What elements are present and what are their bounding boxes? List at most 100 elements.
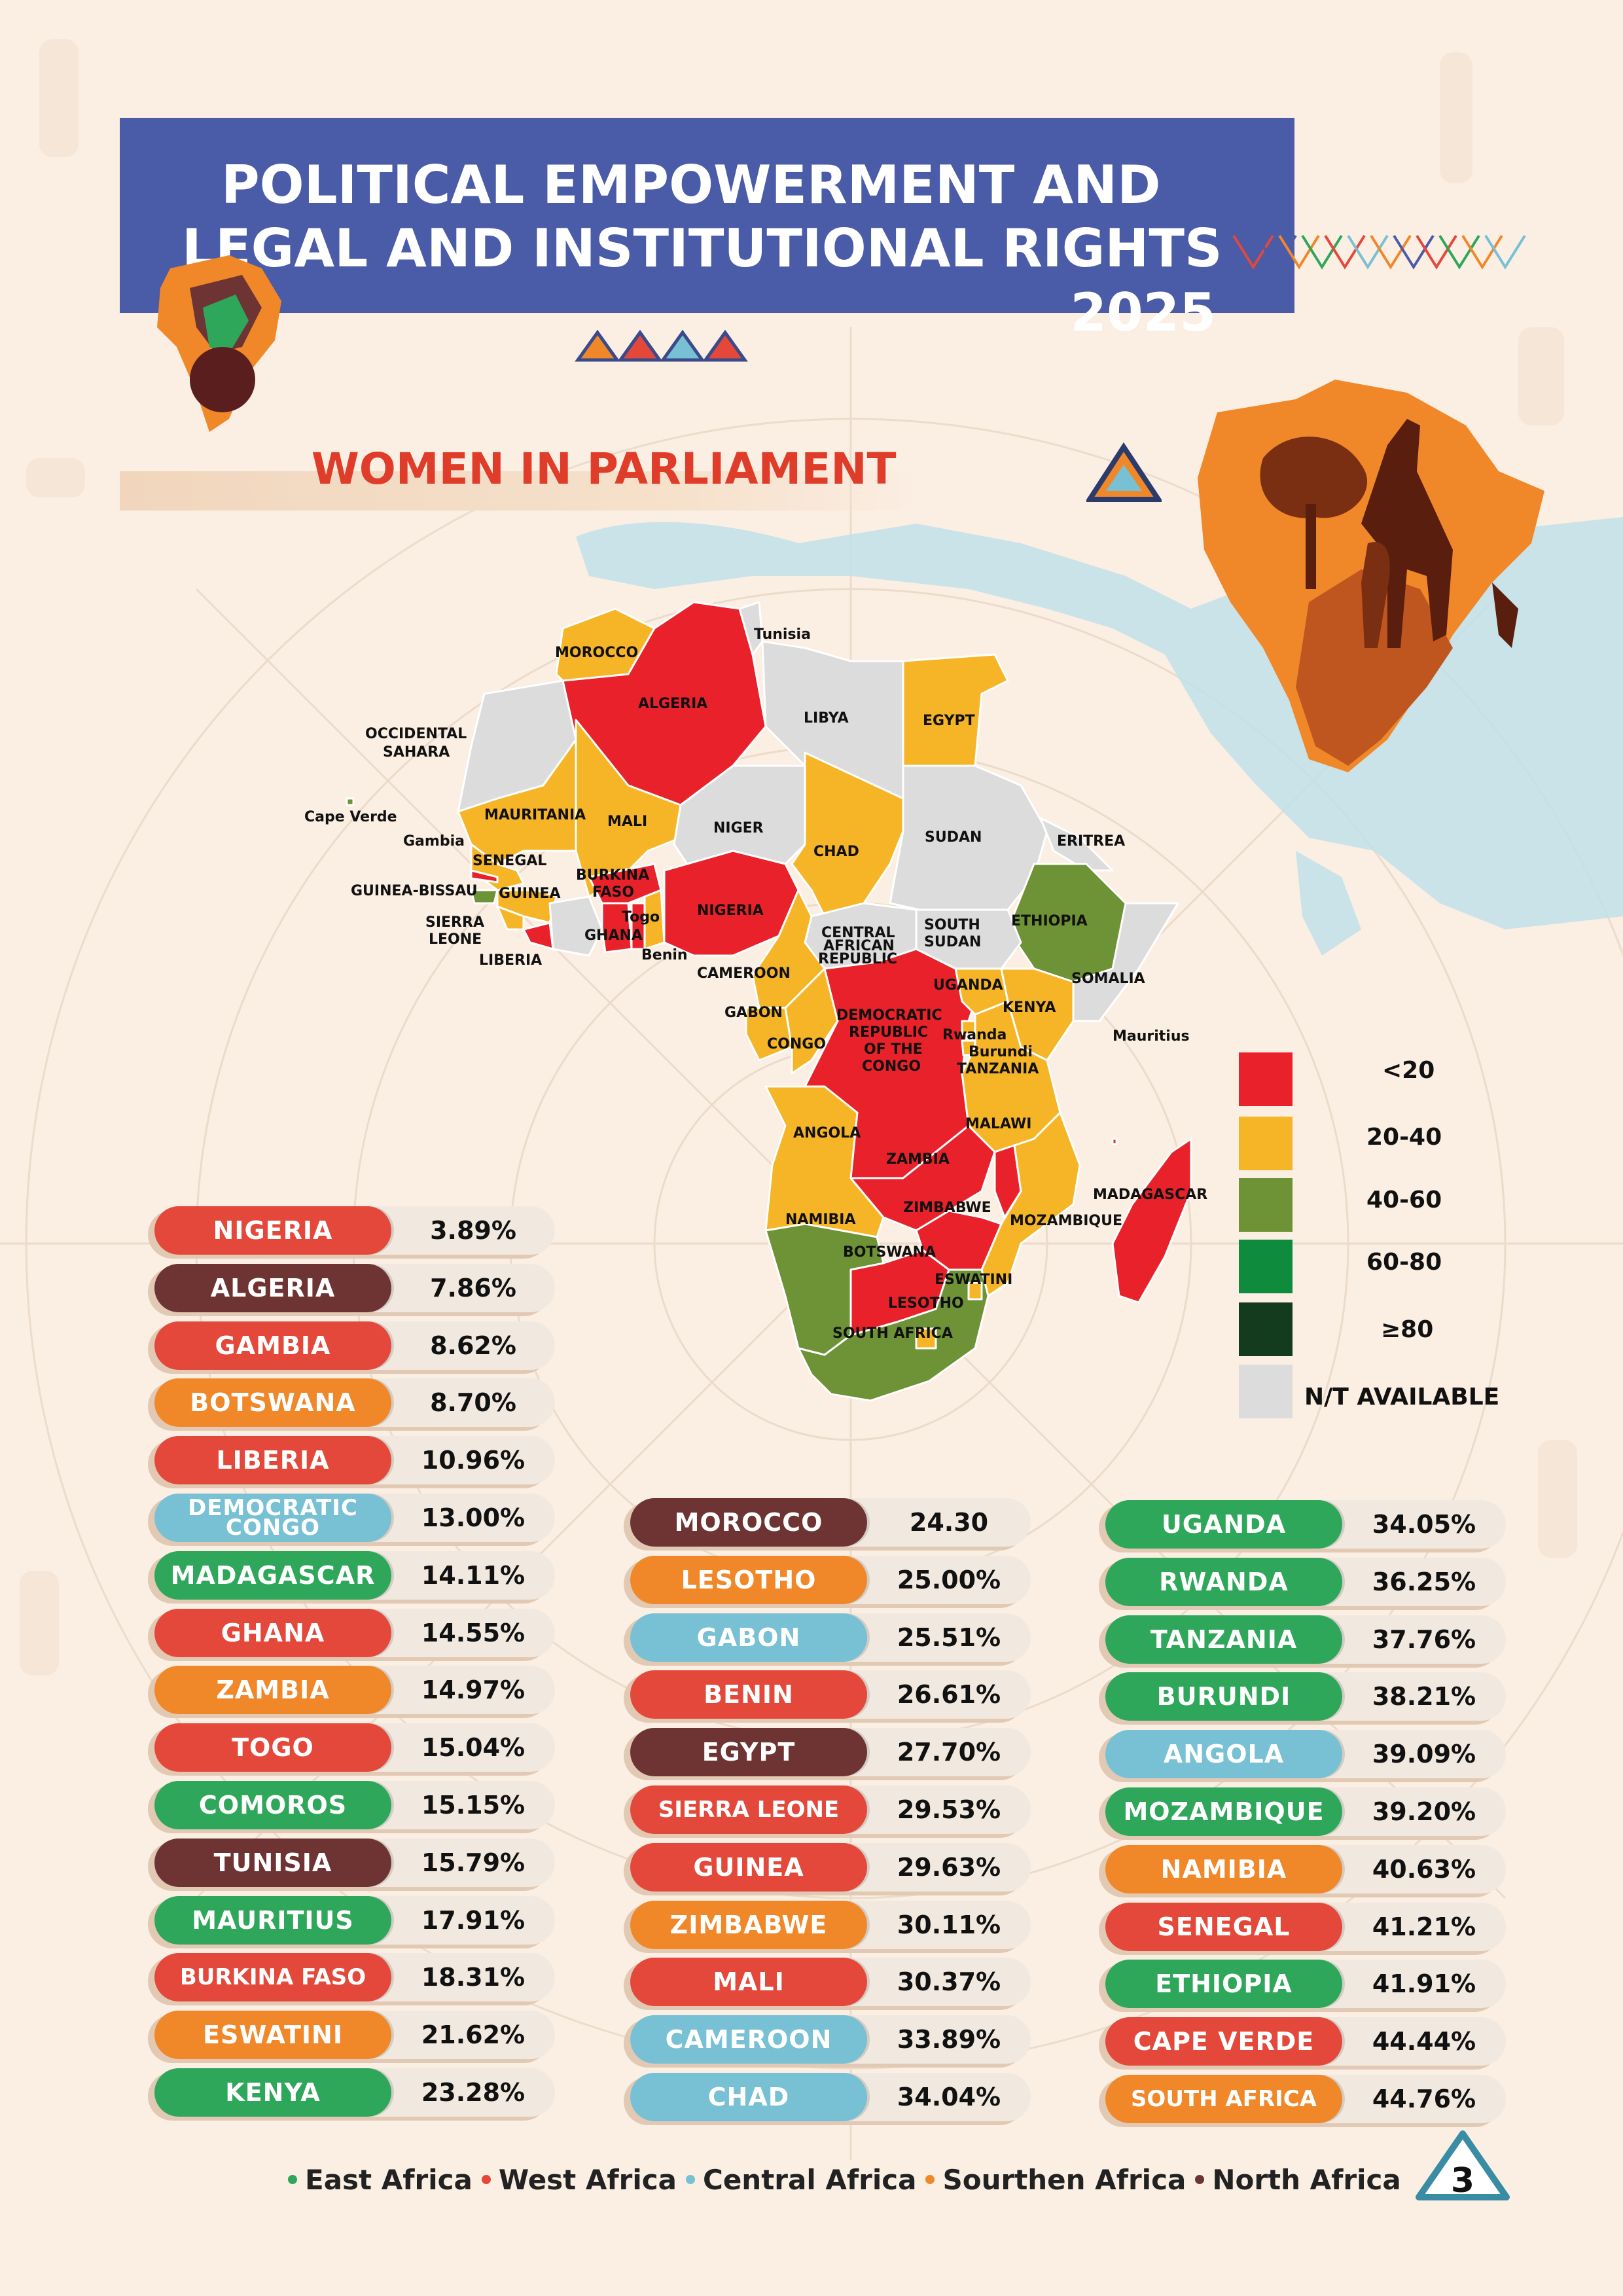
country-percentage: 40.63% — [1372, 1855, 1476, 1884]
country-percentage: 21.62% — [421, 2020, 526, 2049]
region-ghana — [601, 902, 633, 954]
triangle-ornaments — [575, 329, 748, 362]
ranking-row: TANZANIA 37.76% — [1099, 1615, 1506, 1668]
country-name: ALGERIA — [154, 1264, 391, 1312]
label-drc-congo: CONGO — [862, 1058, 921, 1075]
region-liberia — [522, 922, 554, 950]
label-uganda: UGANDA — [933, 977, 1003, 994]
region-somalia — [1072, 902, 1179, 1022]
ranking-row: EGYPT 27.70% — [624, 1728, 1031, 1780]
label-zimbabwe: ZIMBABWE — [903, 1200, 991, 1216]
country-percentage: 34.05% — [1372, 1510, 1476, 1539]
label-rwanda: Rwanda — [942, 1027, 1007, 1043]
country-name: UGANDA — [1105, 1500, 1342, 1549]
country-name: MOZAMBIQUE — [1105, 1787, 1342, 1836]
ranking-row: MAURITIUS 17.91% — [148, 1896, 555, 1948]
country-name: CAPE VERDE — [1105, 2017, 1342, 2066]
page-number: 3 — [1451, 2161, 1474, 2200]
legend-label-lt20: <20 — [1382, 1057, 1435, 1084]
label-chad: CHAD — [813, 844, 859, 860]
country-percentage: 37.76% — [1372, 1625, 1476, 1654]
label-algeria: ALGERIA — [638, 696, 707, 712]
legend-swatch-ge80 — [1239, 1302, 1293, 1356]
country-percentage: 27.70% — [897, 1738, 1001, 1767]
ranking-row: ESWATINI 21.62% — [148, 2011, 555, 2063]
country-percentage: 14.55% — [421, 1619, 526, 1647]
ranking-row: DEMOCRATIC CONGO 13.00% — [148, 1494, 555, 1546]
west-dot-icon — [481, 2175, 491, 2184]
ranking-row: NIGERIA 3.89% — [148, 1206, 555, 1259]
label-namibia: NAMIBIA — [785, 1211, 856, 1228]
country-name: GUINEA — [630, 1843, 867, 1892]
country-name: GAMBIA — [154, 1321, 391, 1370]
label-sudan: SUDAN — [925, 829, 982, 846]
ranking-row: KENYA 23.28% — [148, 2068, 555, 2121]
country-percentage: 34.04% — [897, 2083, 1001, 2111]
region-legend-east: East Africa — [288, 2164, 473, 2196]
country-percentage: 15.15% — [421, 1791, 526, 1820]
country-percentage: 17.91% — [421, 1906, 526, 1935]
country-name: MALI — [630, 1958, 867, 2006]
label-mauritius: Mauritius — [1113, 1028, 1190, 1045]
country-percentage: 18.31% — [421, 1963, 526, 1992]
label-tunisia: Tunisia — [754, 626, 811, 643]
ranking-row: ALGERIA 7.86% — [148, 1264, 555, 1316]
country-name: DEMOCRATIC CONGO — [154, 1494, 391, 1542]
region-label-east: East Africa — [305, 2163, 473, 2196]
country-name: BURUNDI — [1105, 1672, 1342, 1721]
legend-swatch-na — [1239, 1365, 1293, 1418]
ranking-row: MADAGASCAR 14.11% — [148, 1551, 555, 1604]
country-percentage: 33.89% — [897, 2025, 1001, 2054]
country-name: MADAGASCAR — [154, 1551, 391, 1600]
region-legend: East Africa West Africa Central Africa S… — [288, 2160, 1410, 2199]
label-nigeria: NIGERIA — [697, 903, 764, 919]
label-cape-verde: Cape Verde — [304, 809, 397, 825]
legend-label-ge80: ≥80 — [1381, 1316, 1434, 1343]
label-sudan2: SUDAN — [924, 934, 981, 950]
country-name: BENIN — [630, 1670, 867, 1719]
region-label-southern: Sourthen Africa — [942, 2163, 1186, 2196]
label-occidental: OCCIDENTAL — [365, 726, 467, 742]
label-madagascar: MADAGASCAR — [1093, 1187, 1207, 1203]
country-percentage: 44.76% — [1372, 2085, 1476, 2113]
label-zambia: ZAMBIA — [886, 1151, 950, 1168]
legend-label-20-40: 20-40 — [1366, 1124, 1442, 1151]
country-name: SIERRA LEONE — [630, 1785, 867, 1834]
region-cape-verde — [346, 797, 355, 806]
country-percentage: 10.96% — [421, 1446, 526, 1475]
country-name: BURKINA FASO — [154, 1953, 391, 2001]
country-name: SOUTH AFRICA — [1105, 2075, 1342, 2123]
legend-swatch-40-60 — [1239, 1178, 1293, 1232]
north-dot-icon — [1195, 2175, 1205, 2184]
label-south-africa: SOUTH AFRICA — [832, 1325, 953, 1342]
label-eswatini: ESWATINI — [935, 1272, 1012, 1288]
ranking-row: MOROCCO 24.30 — [624, 1498, 1031, 1551]
label-tanzania: TANZANIA — [957, 1061, 1039, 1077]
region-mali — [575, 719, 682, 898]
label-burundi: Burundi — [969, 1044, 1033, 1060]
label-mozambique: MOZAMBIQUE — [1010, 1213, 1122, 1229]
label-mali: MALI — [607, 814, 647, 830]
ranking-row: BURUNDI 38.21% — [1099, 1672, 1506, 1725]
label-guinea: GUINEA — [499, 886, 561, 902]
region-zambia — [849, 1124, 996, 1232]
country-name: CAMEROON — [630, 2015, 867, 2064]
ranking-row: GHANA 14.55% — [148, 1609, 555, 1661]
ranking-row: LIBERIA 10.96% — [148, 1436, 555, 1488]
country-percentage: 7.86% — [430, 1274, 516, 1302]
country-name: TUNISIA — [154, 1839, 391, 1887]
label-leone: LEONE — [429, 931, 482, 948]
label-eritrea: ERITREA — [1057, 833, 1125, 850]
ranking-row: BURKINA FASO 18.31% — [148, 1953, 555, 2005]
country-name: RWANDA — [1105, 1558, 1342, 1606]
country-percentage: 8.70% — [430, 1388, 516, 1417]
country-percentage: 44.44% — [1372, 2027, 1476, 2056]
legend-swatch-20-40 — [1239, 1117, 1293, 1170]
label-cameroon: CAMEROON — [697, 965, 791, 982]
ranking-row: RWANDA 36.25% — [1099, 1558, 1506, 1610]
country-name: ETHIOPIA — [1105, 1960, 1342, 2008]
country-name: COMOROS — [154, 1781, 391, 1829]
east-dot-icon — [288, 2175, 297, 2184]
ranking-row: SENEGAL 41.21% — [1099, 1903, 1506, 1955]
region-eritrea — [1039, 817, 1114, 872]
